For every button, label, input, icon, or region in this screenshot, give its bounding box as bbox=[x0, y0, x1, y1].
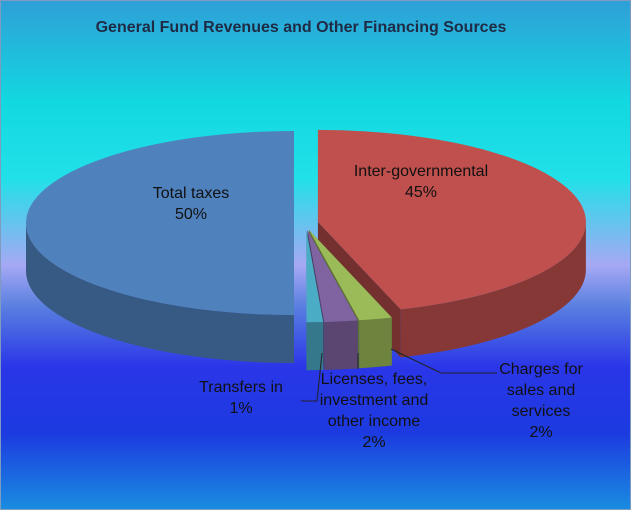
category-label: Inter-governmental bbox=[353, 163, 489, 180]
slice-label: Charges for sales and services 2% bbox=[486, 359, 596, 443]
slice-label: Licenses, fees, investment and other inc… bbox=[319, 369, 429, 453]
slice-wall bbox=[400, 221, 586, 358]
category-label: Charges for sales and services bbox=[499, 361, 583, 420]
leader-line bbox=[301, 352, 323, 402]
chart-title: General Fund Revenues and Other Financin… bbox=[95, 19, 507, 36]
slice-label: Transfers in 1% bbox=[176, 377, 306, 419]
value-label: 1% bbox=[229, 400, 253, 417]
slice-wall bbox=[359, 317, 392, 369]
value-label: 50% bbox=[174, 206, 208, 223]
slice-wall bbox=[26, 223, 294, 363]
category-label: Transfers in bbox=[199, 379, 283, 396]
value-label: 2% bbox=[362, 434, 386, 451]
slice-wall bbox=[306, 322, 324, 371]
value-label: 45% bbox=[404, 184, 438, 201]
pie-slice bbox=[309, 230, 392, 321]
value-label: 2% bbox=[529, 424, 553, 441]
leader-line bbox=[390, 348, 497, 374]
pie-slice bbox=[307, 230, 358, 322]
slice-wall bbox=[324, 320, 358, 370]
category-label: Licenses, fees, investment and other inc… bbox=[319, 371, 429, 430]
slice-label: Inter-governmental 45% bbox=[346, 161, 496, 203]
pie-slice bbox=[317, 129, 586, 310]
slice-label: Total taxes 50% bbox=[121, 183, 261, 225]
pie-slice bbox=[26, 131, 294, 315]
pie-slice bbox=[306, 230, 324, 323]
category-label: Total taxes bbox=[152, 185, 230, 202]
